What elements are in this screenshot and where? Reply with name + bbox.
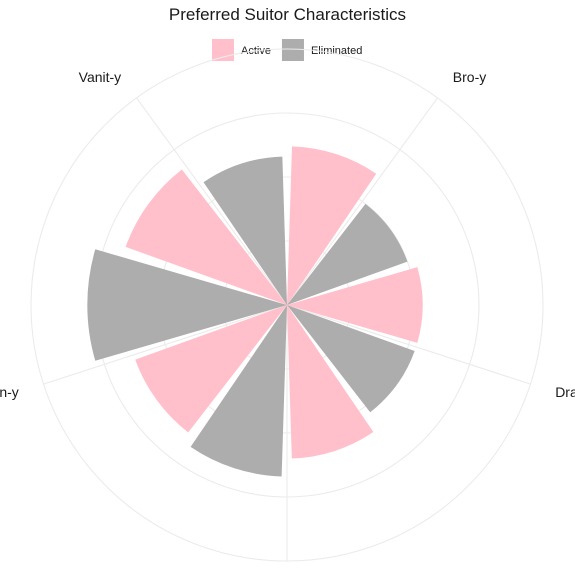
legend-swatch — [212, 39, 234, 61]
legend-label: Eliminated — [311, 45, 362, 57]
category-label-bro-y: Bro-y — [453, 69, 486, 85]
bar-eliminated-kind-heart-y — [190, 305, 287, 477]
category-label-vanit-y: Vanit-y — [79, 69, 122, 85]
grid-spoke — [286, 97, 438, 306]
bar-active-kind-heart-y — [287, 305, 374, 459]
grid-spoke — [136, 97, 288, 306]
bar-active-right-reason-y — [135, 305, 287, 433]
bar-eliminated-right-reason-y — [87, 249, 287, 361]
category-labels: Bro-yDrama-yKind Heart-yRight Reason-yVa… — [0, 69, 575, 400]
bar-active-vanit-y — [125, 169, 288, 305]
category-label-right-reason-y: Right Reason-y — [0, 384, 19, 400]
bar-eliminated-vanit-y — [203, 156, 287, 305]
legend: Active Eliminated — [212, 39, 362, 61]
bar-eliminated-drama-y — [287, 305, 415, 413]
bar-active-drama-y — [287, 267, 423, 343]
category-label-drama-y: Drama-y — [555, 384, 575, 400]
chart-title: Preferred Suitor Characteristics — [169, 5, 406, 24]
grid-spoke — [43, 304, 288, 385]
bar-active-bro-y — [287, 146, 377, 305]
grid-spoke — [286, 304, 531, 385]
legend-swatch — [281, 39, 304, 61]
bar-eliminated-bro-y — [287, 203, 408, 305]
legend-item-eliminated: Eliminated — [281, 39, 362, 61]
bars — [87, 146, 423, 477]
